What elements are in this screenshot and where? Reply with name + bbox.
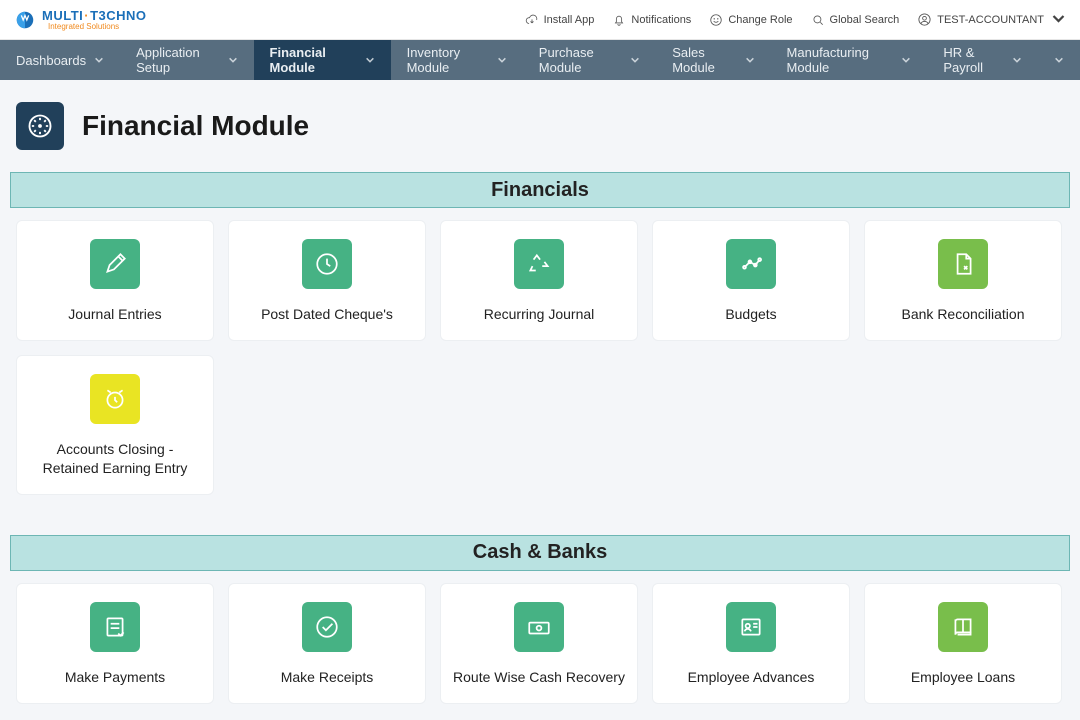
section-header: Cash & Banks: [10, 535, 1070, 571]
global-search-label: Global Search: [830, 14, 900, 26]
brand-subtitle: Integrated Solutions: [48, 23, 147, 31]
section-header: Financials: [10, 172, 1070, 208]
chart-icon: [726, 239, 776, 289]
cash-icon: [514, 602, 564, 652]
chevron-down-icon: [630, 53, 640, 68]
card-grid: Journal Entries Post Dated Cheque's Recurr…: [16, 220, 1064, 495]
cloud-download-icon: [525, 13, 539, 27]
bell-icon: [612, 13, 626, 27]
nav-item-0[interactable]: Dashboards: [0, 40, 120, 80]
pencil-icon: [90, 239, 140, 289]
user-icon: [917, 12, 932, 27]
card-label: Employee Advances: [688, 668, 815, 687]
brand-name: MULTI·T3CHNO: [42, 9, 147, 22]
module-card[interactable]: Employee Loans: [864, 583, 1062, 704]
brand[interactable]: MULTI·T3CHNO Integrated Solutions: [14, 9, 147, 31]
install-app-link[interactable]: Install App: [525, 13, 595, 27]
page-header: Financial Module: [16, 102, 1064, 150]
nav-item-6[interactable]: Manufacturing Module: [771, 40, 928, 80]
idcard-icon: [726, 602, 776, 652]
module-card[interactable]: Journal Entries: [16, 220, 214, 341]
chevron-down-icon: [1012, 53, 1022, 68]
user-name: TEST-ACCOUNTANT: [937, 14, 1044, 26]
recycle-icon: [514, 239, 564, 289]
module-card[interactable]: Post Dated Cheque's: [228, 220, 426, 341]
card-grid: Make Payments Make Receipts Route Wise Cas…: [16, 583, 1064, 704]
file-icon: [938, 239, 988, 289]
card-label: Make Payments: [65, 668, 165, 687]
card-label: Make Receipts: [281, 668, 374, 687]
notifications-label: Notifications: [631, 14, 691, 26]
nav-item-7[interactable]: HR & Payroll: [927, 40, 1038, 80]
module-icon: [16, 102, 64, 150]
nav-item-2[interactable]: Financial Module: [254, 40, 391, 80]
nav-item-label: Sales Module: [672, 45, 736, 75]
module-card[interactable]: Accounts Closing - Retained Earning Entr…: [16, 355, 214, 495]
nav-item-label: Inventory Module: [407, 45, 489, 75]
change-role-link[interactable]: Change Role: [709, 13, 792, 27]
card-label: Recurring Journal: [484, 305, 595, 324]
module-card[interactable]: Employee Advances: [652, 583, 850, 704]
card-label: Budgets: [725, 305, 776, 324]
module-card[interactable]: Bank Reconciliation: [864, 220, 1062, 341]
search-icon: [811, 13, 825, 27]
navbar: Dashboards Application Setup Financial Mod…: [0, 40, 1080, 80]
note-icon: [90, 602, 140, 652]
card-label: Accounts Closing - Retained Earning Entr…: [27, 440, 203, 478]
card-label: Employee Loans: [911, 668, 1015, 687]
card-label: Route Wise Cash Recovery: [453, 668, 625, 687]
page-body: Financial Module Financials Journal Entri…: [0, 80, 1080, 704]
nav-item-label: Financial Module: [270, 45, 357, 75]
install-app-label: Install App: [544, 14, 595, 26]
nav-item-3[interactable]: Inventory Module: [391, 40, 523, 80]
nav-item-5[interactable]: Sales Module: [656, 40, 770, 80]
user-menu[interactable]: TEST-ACCOUNTANT: [917, 11, 1066, 29]
change-role-label: Change Role: [728, 14, 792, 26]
module-card[interactable]: Make Receipts: [228, 583, 426, 704]
smile-icon: [709, 13, 723, 27]
notifications-link[interactable]: Notifications: [612, 13, 691, 27]
alarm-icon: [90, 374, 140, 424]
nav-item-4[interactable]: Purchase Module: [523, 40, 656, 80]
chevron-down-icon: [497, 53, 507, 68]
nav-item-more[interactable]: [1038, 40, 1080, 80]
nav-item-label: Dashboards: [16, 53, 86, 68]
nav-item-label: Purchase Module: [539, 45, 622, 75]
module-card[interactable]: Route Wise Cash Recovery: [440, 583, 638, 704]
module-card[interactable]: Recurring Journal: [440, 220, 638, 341]
nav-item-1[interactable]: Application Setup: [120, 40, 253, 80]
global-search-link[interactable]: Global Search: [811, 13, 900, 27]
card-label: Bank Reconciliation: [902, 305, 1025, 324]
nav-item-label: Application Setup: [136, 45, 219, 75]
chevron-down-icon: [228, 53, 238, 68]
brand-logo-icon: [14, 9, 36, 31]
check-icon: [302, 602, 352, 652]
book-icon: [938, 602, 988, 652]
top-actions: Install App Notifications Change Role Gl…: [525, 11, 1066, 29]
topbar: MULTI·T3CHNO Integrated Solutions Instal…: [0, 0, 1080, 40]
module-card[interactable]: Make Payments: [16, 583, 214, 704]
page-title: Financial Module: [82, 110, 309, 142]
card-label: Journal Entries: [68, 305, 161, 324]
module-card[interactable]: Budgets: [652, 220, 850, 341]
nav-item-label: Manufacturing Module: [787, 45, 894, 75]
nav-item-label: HR & Payroll: [943, 45, 1004, 75]
card-label: Post Dated Cheque's: [261, 305, 393, 324]
chevron-down-icon: [745, 53, 755, 68]
clock-icon: [302, 239, 352, 289]
chevron-down-icon: [94, 53, 104, 68]
chevron-down-icon: [901, 53, 911, 68]
chevron-down-icon: [365, 53, 375, 68]
chevron-down-icon: [1051, 11, 1066, 29]
chevron-down-icon: [1054, 53, 1064, 68]
